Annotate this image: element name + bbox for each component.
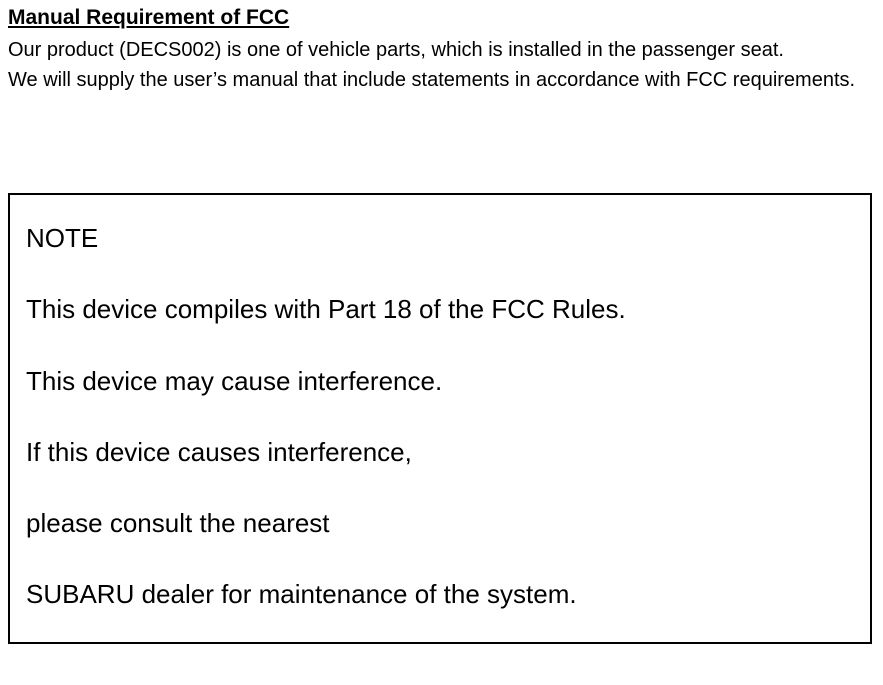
note-text: If this device causes interference, [26,437,854,468]
document-page: Manual Requirement of FCC Our product (D… [0,0,883,685]
intro-line-2: We will supply the user’s manual that in… [8,65,875,95]
note-text: please consult the nearest [26,508,854,539]
page-title: Manual Requirement of FCC [8,4,875,31]
note-text: SUBARU dealer for maintenance of the sys… [26,579,854,610]
note-box: NOTE This device compiles with Part 18 o… [8,193,872,644]
note-text: This device compiles with Part 18 of the… [26,294,854,325]
note-heading: NOTE [26,223,854,254]
intro-line-1: Our product (DECS002) is one of vehicle … [8,35,875,65]
note-text: This device may cause interference. [26,366,854,397]
